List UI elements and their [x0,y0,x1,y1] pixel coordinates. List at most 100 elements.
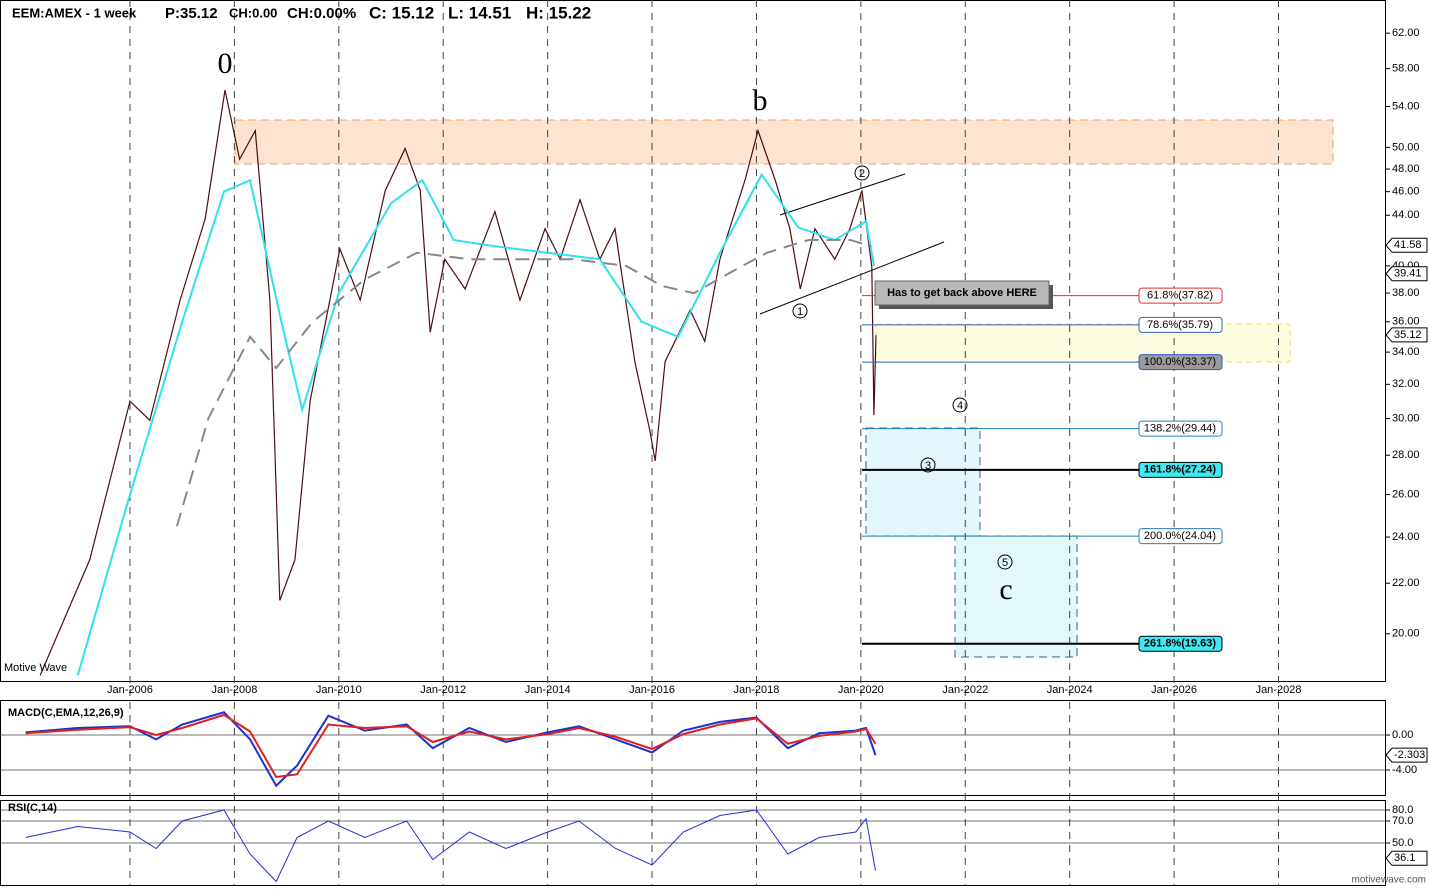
wave-label: 0 [218,47,233,80]
y-tick-label: 70.0 [1392,815,1413,827]
wave-5-zone [954,535,1078,658]
value-marker [1385,747,1428,763]
channel-line [759,241,945,315]
stat: L: 14.51 [448,3,511,22]
wave-circle [920,457,936,473]
y-tick-label: 22.00 [1392,577,1420,589]
x-tick-label: Jan-2020 [838,684,884,696]
panel-title: RSI(C,14) [8,802,57,814]
x-tick-label: Jan-2026 [1151,684,1197,696]
wave-circle [854,165,870,181]
y-tick-label: 26.00 [1392,488,1420,500]
fib-box [1138,461,1223,478]
watermark: Motive Wave [4,662,67,674]
note: Has to get back above HERE [887,287,1037,299]
y-tick-label: 20.00 [1392,628,1420,640]
y-tick-label: 0.00 [1392,729,1413,741]
wave-3-zone [865,427,981,537]
series-line [76,172,875,676]
fib-label: 138.2%(29.44) [1144,422,1216,434]
fib-label: 261.8%(19.63) [1144,638,1216,650]
value-marker [1385,327,1428,343]
y-tick-label: 50.0 [1392,837,1413,849]
wave-label: c [999,573,1012,606]
y-tick-label: 50.00 [1392,141,1420,153]
x-tick-label: Jan-2022 [942,684,988,696]
fib-label: 161.8%(27.24) [1144,464,1216,476]
wave-label: 3 [925,460,931,472]
y-tick-label: 38.00 [1392,287,1420,299]
wave-label: 2 [859,168,865,180]
series-line [176,238,872,527]
y-tick-label: 48.00 [1392,163,1420,175]
wave-circle [997,554,1013,570]
y-tick-label: 62.00 [1392,27,1420,39]
value-marker-label: 36.1 [1394,852,1415,864]
value-marker [1385,237,1428,253]
y-tick-label: 24.00 [1392,531,1420,543]
panel-border [0,0,1386,682]
x-tick-label: Jan-2008 [211,684,257,696]
x-tick-label: Jan-2014 [525,684,571,696]
stat: P:35.12 [165,5,218,22]
y-tick-label: 30.00 [1392,412,1420,424]
y-tick-label: 80.0 [1392,804,1413,816]
resistance-zone [234,119,1334,165]
fib-box [1138,420,1223,437]
value-marker-label: 39.41 [1394,268,1422,280]
y-tick-label: -4.00 [1392,764,1417,776]
value-marker [1385,266,1428,282]
x-tick-label: Jan-2010 [316,684,362,696]
x-tick-label: Jan-2016 [629,684,675,696]
wave-label: b [753,84,768,117]
fib-label: 100.0%(33.37) [1144,356,1216,368]
series-line [25,809,876,883]
wave-circle [952,397,968,413]
x-tick-label: Jan-2012 [420,684,466,696]
panel-title: MACD(C,EMA,12,26,9) [8,707,124,719]
footer: motivewave.com [1352,875,1426,886]
value-marker [1385,850,1428,866]
stat: CH:0.00% [287,5,356,22]
value-marker-label: 41.58 [1394,239,1422,251]
stat: C: 15.12 [369,3,434,22]
fib-label: 200.0%(24.04) [1144,530,1216,542]
value-marker-label: 35.12 [1394,329,1422,341]
y-tick-label: 46.00 [1392,186,1420,198]
x-tick-label: Jan-2006 [107,684,153,696]
fib-box [1138,528,1223,545]
panel-border [0,700,1386,796]
wave-label: 5 [1002,557,1008,569]
wave-circle [792,303,808,319]
series-line [39,89,877,676]
fib-label: 61.8%(37.82) [1147,290,1213,302]
x-tick-label: Jan-2028 [1256,684,1302,696]
fib-box [1138,316,1223,333]
stat: CH:0.00 [229,5,277,20]
fib-box [1138,635,1223,652]
chart-title: EEM:AMEX - 1 week [12,5,137,20]
series-line [25,711,877,788]
y-tick-label: 36.00 [1392,316,1420,328]
y-tick-label: 54.00 [1392,100,1420,112]
wave-label: 1 [797,306,803,318]
y-tick-label: 44.00 [1392,209,1420,221]
series-line [25,713,877,779]
fib-label: 78.6%(35.79) [1147,319,1213,331]
channel-line [779,173,906,216]
y-tick-label: 58.00 [1392,63,1420,75]
value-marker-label: -2.303 [1394,749,1425,761]
stat: H: 15.22 [526,3,591,22]
x-tick-label: Jan-2024 [1047,684,1093,696]
y-tick-label: 32.00 [1392,378,1420,390]
fib-box [1138,287,1223,304]
x-tick-label: Jan-2018 [734,684,780,696]
note-box [874,280,1050,306]
fib-box [1138,354,1223,371]
y-tick-label: 28.00 [1392,449,1420,461]
wave-label: 4 [957,400,963,412]
target-zone [875,323,1291,363]
y-tick-label: 34.00 [1392,346,1420,358]
